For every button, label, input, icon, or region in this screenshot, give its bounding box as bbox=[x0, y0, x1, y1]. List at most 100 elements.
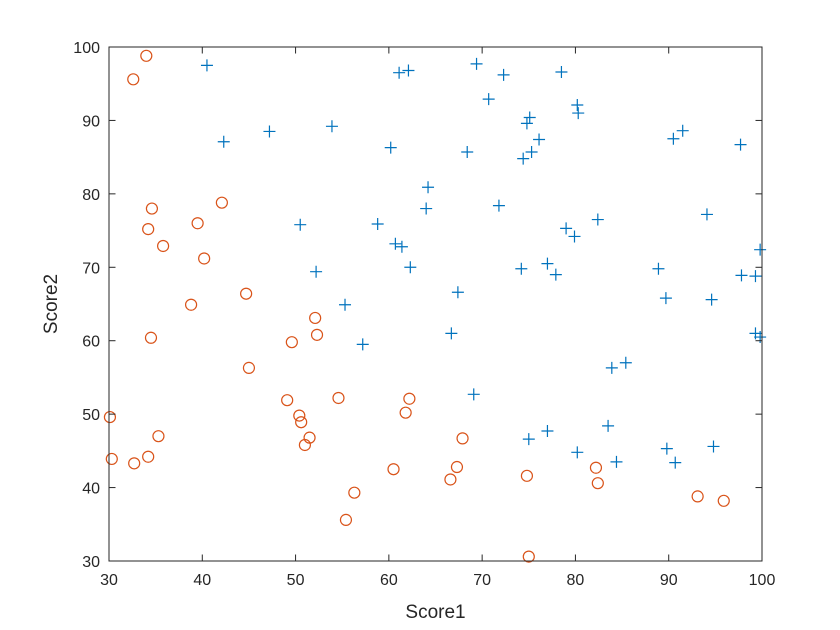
data-point-circle bbox=[450, 460, 464, 474]
data-point-plus bbox=[422, 181, 435, 194]
data-point-plus bbox=[555, 65, 568, 78]
data-point-plus bbox=[497, 68, 510, 81]
data-point-plus bbox=[659, 292, 672, 305]
data-point-plus bbox=[393, 66, 406, 79]
data-point-plus bbox=[310, 265, 323, 278]
data-point-plus bbox=[294, 218, 307, 231]
data-point-plus bbox=[371, 217, 384, 230]
data-point-circle bbox=[387, 463, 400, 476]
data-point-circle bbox=[140, 49, 153, 62]
data-point-plus bbox=[571, 99, 584, 112]
data-point-plus bbox=[734, 138, 747, 151]
data-point-circle bbox=[403, 392, 416, 405]
data-point-circle bbox=[399, 406, 412, 419]
data-point-circle bbox=[191, 217, 204, 230]
data-point-circle bbox=[281, 394, 294, 407]
data-point-plus bbox=[461, 146, 474, 159]
data-point-plus bbox=[395, 240, 408, 253]
data-point-plus bbox=[610, 455, 623, 468]
x-tick-label: 90 bbox=[660, 572, 678, 589]
data-point-circle bbox=[128, 457, 141, 470]
data-point-circle bbox=[309, 311, 322, 325]
x-tick-label: 80 bbox=[567, 572, 585, 589]
data-point-plus bbox=[404, 261, 417, 274]
data-point-circle bbox=[240, 287, 253, 300]
data-point-plus bbox=[325, 120, 338, 133]
data-point-plus bbox=[515, 262, 528, 275]
data-point-plus bbox=[522, 433, 535, 446]
data-point-plus bbox=[470, 57, 483, 70]
data-point-circle bbox=[332, 391, 345, 405]
data-point-plus bbox=[572, 107, 585, 120]
data-point-plus bbox=[676, 124, 689, 137]
data-point-plus bbox=[652, 262, 665, 275]
data-point-plus bbox=[754, 243, 767, 256]
data-point-circle bbox=[717, 494, 730, 507]
y-tick-label: 80 bbox=[82, 187, 100, 204]
x-tick-label: 30 bbox=[100, 572, 118, 589]
data-point-plus bbox=[602, 419, 615, 432]
data-point-circle bbox=[298, 438, 311, 452]
data-point-circle bbox=[691, 490, 704, 503]
data-point-circle bbox=[144, 331, 158, 344]
x-tick-label: 70 bbox=[473, 572, 491, 589]
data-point-circle bbox=[142, 450, 155, 463]
data-point-plus bbox=[591, 213, 604, 226]
series-circle-markers bbox=[103, 49, 730, 563]
data-point-circle bbox=[348, 486, 361, 499]
data-point-plus bbox=[707, 440, 720, 453]
data-point-circle bbox=[520, 469, 534, 482]
x-tick-label: 100 bbox=[749, 572, 776, 589]
data-point-circle bbox=[310, 328, 324, 341]
data-point-circle bbox=[295, 416, 308, 429]
data-point-circle bbox=[198, 252, 211, 265]
data-point-plus bbox=[467, 388, 480, 401]
data-point-plus bbox=[700, 208, 713, 221]
y-tick-label: 70 bbox=[82, 260, 100, 277]
data-points bbox=[103, 49, 767, 563]
data-point-plus bbox=[389, 237, 402, 250]
data-point-plus bbox=[451, 286, 464, 299]
data-point-circle bbox=[157, 239, 170, 253]
data-point-plus bbox=[705, 293, 718, 306]
data-point-circle bbox=[103, 410, 117, 424]
data-point-plus bbox=[217, 135, 230, 148]
data-point-plus bbox=[356, 338, 369, 351]
data-point-circle bbox=[145, 202, 159, 215]
data-point-plus bbox=[482, 93, 495, 106]
data-point-circle bbox=[105, 452, 118, 466]
data-point-plus bbox=[735, 269, 748, 282]
data-point-plus bbox=[541, 257, 554, 270]
data-point-circle bbox=[215, 196, 228, 209]
data-point-plus bbox=[549, 268, 562, 281]
data-point-circle bbox=[444, 473, 457, 486]
data-point-plus bbox=[533, 133, 546, 146]
data-point-plus bbox=[420, 202, 433, 215]
data-point-plus bbox=[200, 59, 213, 72]
data-point-plus bbox=[492, 199, 505, 212]
x-tick-label: 40 bbox=[193, 572, 211, 589]
data-point-circle bbox=[591, 477, 604, 490]
data-point-plus bbox=[667, 132, 680, 145]
x-tick-label: 50 bbox=[287, 572, 305, 589]
y-tick-label: 40 bbox=[82, 481, 100, 498]
data-point-plus bbox=[339, 298, 352, 311]
y-tick-label: 100 bbox=[73, 40, 100, 57]
data-point-plus bbox=[669, 456, 682, 469]
y-tick-label: 50 bbox=[82, 407, 100, 424]
data-point-plus bbox=[605, 361, 618, 374]
y-tick-label: 90 bbox=[82, 113, 100, 130]
data-point-plus bbox=[263, 125, 276, 138]
plot-area bbox=[109, 47, 762, 561]
data-point-circle bbox=[522, 550, 535, 563]
y-tick-labels: 30 40 50 60 70 80 90 100 bbox=[73, 40, 100, 571]
data-point-circle bbox=[293, 409, 306, 422]
data-point-plus bbox=[384, 141, 397, 154]
data-point-plus bbox=[523, 111, 536, 124]
data-point-plus bbox=[660, 442, 673, 455]
data-point-plus bbox=[568, 230, 581, 243]
data-point-plus bbox=[749, 270, 762, 283]
y-tick-label: 60 bbox=[82, 334, 100, 351]
x-axis-label: Score1 bbox=[405, 602, 465, 623]
